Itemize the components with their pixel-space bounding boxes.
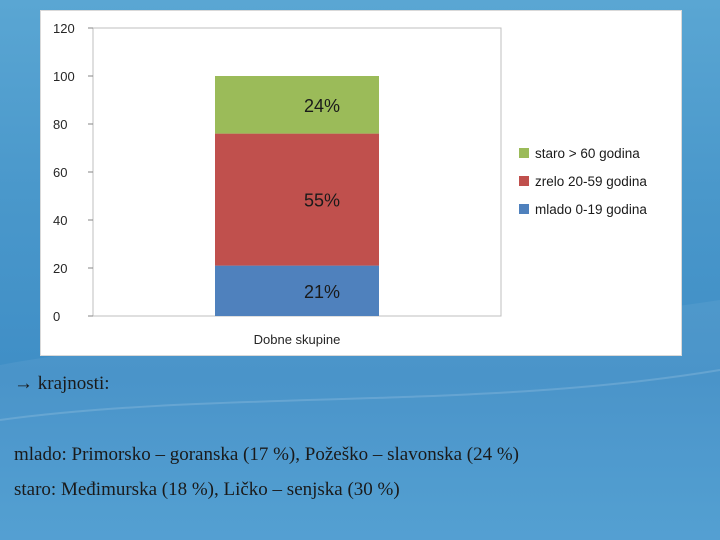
arrow-right-icon: →: [14, 373, 33, 394]
bar-segment-2: [215, 76, 379, 134]
legend-swatch-2: [519, 204, 529, 214]
text-mlado-line: mlado: Primorsko – goranska (17 %), Pože…: [14, 444, 520, 465]
legend-label-1: zrelo 20-59 godina: [535, 174, 647, 189]
y-tick-label: 60: [53, 165, 67, 180]
data-label-2: 24%: [304, 96, 340, 116]
bullet-krajnosti: → krajnosti:: [14, 371, 110, 397]
stacked-bar-chart: 0 20 40 60 80 100 120 21% 55% 24% Dobne skupine sta…: [53, 21, 647, 347]
bar-segment-0: [215, 265, 379, 316]
y-tick-label: 40: [53, 213, 67, 228]
legend-swatch-0: [519, 148, 529, 158]
data-label-1: 55%: [304, 191, 340, 211]
x-category-label: Dobne skupine: [254, 332, 341, 347]
text-staro-line: staro: Međimurska (18 %), Ličko – senjsk…: [14, 479, 400, 500]
y-tick-label: 120: [53, 21, 75, 36]
y-tick-label: 20: [53, 261, 67, 276]
y-tick-label: 100: [53, 69, 75, 84]
chart-frame: 0 20 40 60 80 100 120 21% 55% 24% Dobne skupine sta…: [40, 10, 682, 356]
legend-label-0: staro > 60 godina: [535, 146, 640, 161]
y-tick-label: 80: [53, 117, 67, 132]
data-label-0: 21%: [304, 282, 340, 302]
legend-label-2: mlado 0-19 godina: [535, 202, 647, 217]
bullet-text: krajnosti:: [37, 373, 110, 394]
bar-segment-1: [215, 133, 379, 266]
y-tick-label: 0: [53, 309, 60, 324]
legend-swatch-1: [519, 176, 529, 186]
